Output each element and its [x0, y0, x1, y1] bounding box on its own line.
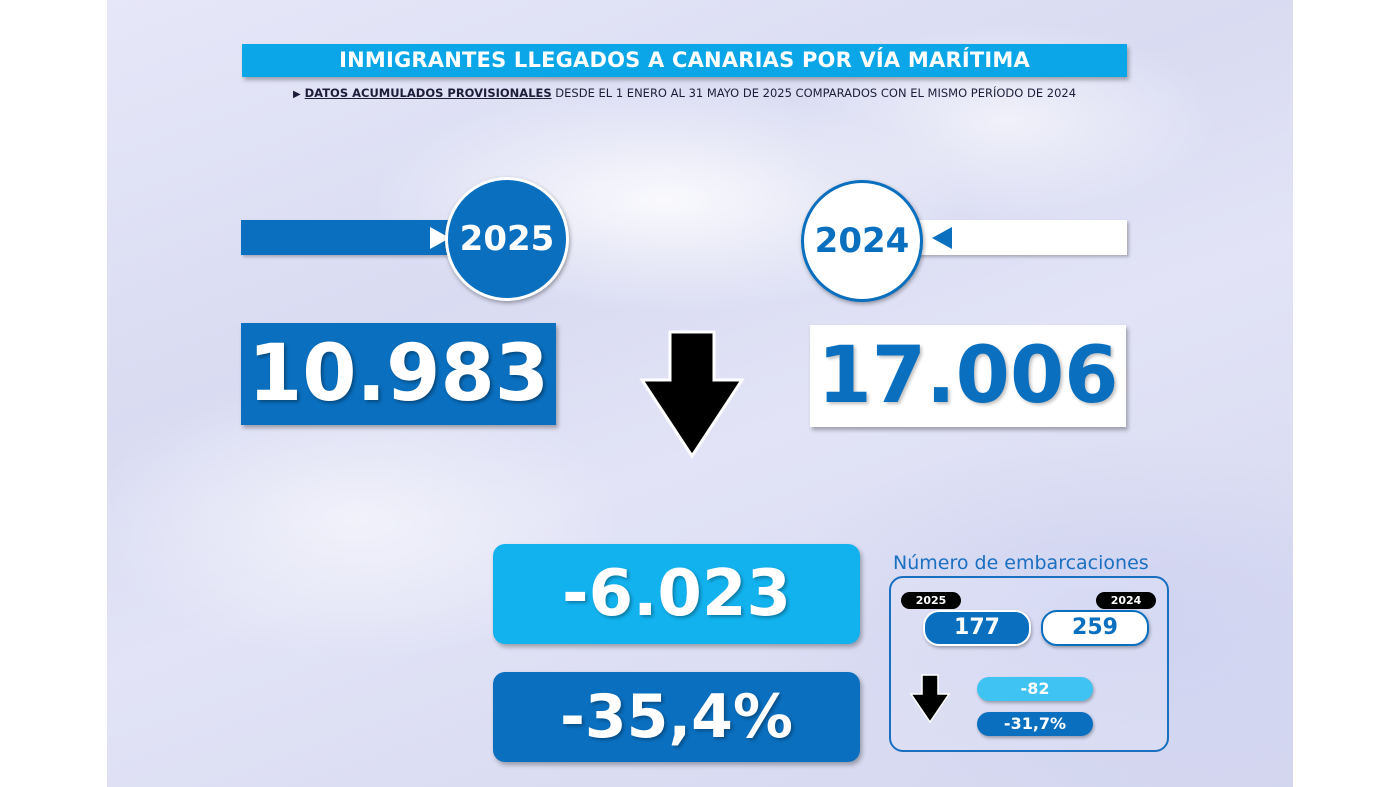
- percent-difference: -35,4%: [493, 672, 860, 762]
- boats-2024-value: 259: [1041, 610, 1149, 646]
- arrow-down-small-icon: [909, 674, 951, 724]
- total-2024: 17.006: [810, 325, 1126, 427]
- total-2025: 10.983: [241, 323, 556, 425]
- boats-percent-difference: -31,7%: [977, 712, 1093, 736]
- boats-2025-value: 177: [923, 610, 1031, 646]
- page-subtitle: ▶ DATOS ACUMULADOS PROVISIONALES DESDE EL…: [242, 86, 1127, 100]
- page-title: INMIGRANTES LLEGADOS A CANARIAS POR VÍA …: [242, 44, 1127, 77]
- boats-year-2025-label: 2025: [901, 592, 961, 609]
- year-2025-badge: 2025: [445, 177, 569, 301]
- infographic-slide: INMIGRANTES LLEGADOS A CANARIAS POR VÍA …: [107, 0, 1293, 787]
- arrow-down-icon: [639, 330, 745, 459]
- subtitle-text: DESDE EL 1 ENERO AL 31 MAYO DE 2025 COMP…: [551, 86, 1077, 100]
- arrow-left-icon: [932, 227, 952, 249]
- year-2025-banner: [241, 220, 456, 255]
- boats-title: Número de embarcaciones: [893, 552, 1149, 574]
- triangle-bullet-icon: ▶: [292, 89, 301, 100]
- subtitle-emphasis: DATOS ACUMULADOS PROVISIONALES: [304, 86, 552, 100]
- boats-year-2024-label: 2024: [1096, 592, 1156, 609]
- boats-absolute-difference: -82: [977, 677, 1093, 701]
- year-2024-banner: [912, 220, 1127, 255]
- boats-panel: 2025 2024 177 259 -82 -31,7%: [889, 576, 1169, 752]
- absolute-difference: -6.023: [493, 544, 860, 644]
- year-2024-badge: 2024: [801, 180, 923, 302]
